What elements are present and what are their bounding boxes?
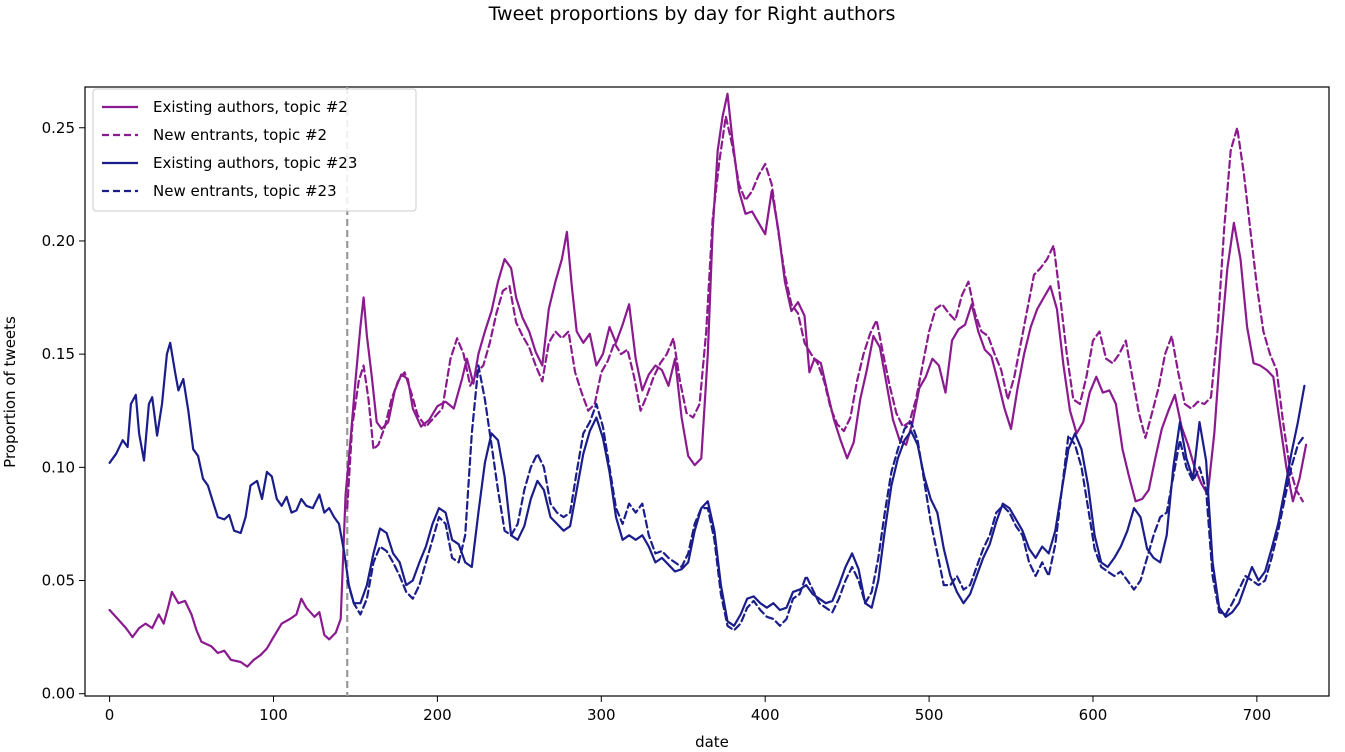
series-line-3 bbox=[108, 341, 1306, 627]
x-tick-label: 500 bbox=[915, 706, 944, 724]
x-tick-label: 0 bbox=[105, 706, 115, 724]
series-line-1 bbox=[108, 92, 1308, 668]
legend: Existing authors, topic #2 New entrants, … bbox=[92, 88, 417, 212]
y-tick-label: 0.20 bbox=[42, 232, 75, 250]
y-axis: 0.00 0.05 0.10 0.15 0.20 0.25 bbox=[42, 119, 85, 703]
x-tick-label: 200 bbox=[423, 706, 452, 724]
series-layer bbox=[108, 92, 1308, 668]
x-axis-label: date bbox=[695, 733, 729, 751]
y-tick-label: 0.10 bbox=[42, 458, 75, 476]
series-line-2 bbox=[346, 115, 1304, 510]
series-line-4 bbox=[346, 364, 1306, 632]
y-tick-label: 0.25 bbox=[42, 119, 75, 137]
x-tick-label: 400 bbox=[751, 706, 780, 724]
x-tick-label: 600 bbox=[1079, 706, 1108, 724]
legend-entry: New entrants, topic #2 bbox=[153, 126, 327, 144]
plot-frame bbox=[84, 86, 1330, 697]
y-tick-label: 0.05 bbox=[42, 572, 75, 590]
x-axis: 0 100 200 300 400 500 600 700 bbox=[105, 696, 1271, 724]
x-tick-label: 300 bbox=[587, 706, 616, 724]
legend-entry: Existing authors, topic #2 bbox=[153, 98, 348, 116]
chart-title: Tweet proportions by day for Right autho… bbox=[488, 3, 896, 25]
x-tick-label: 100 bbox=[259, 706, 288, 724]
y-tick-label: 0.00 bbox=[42, 685, 75, 703]
plot-area bbox=[84, 86, 1330, 697]
y-axis-label: Proportion of tweets bbox=[1, 316, 19, 468]
y-tick-label: 0.15 bbox=[42, 345, 75, 363]
legend-frame bbox=[92, 88, 417, 212]
legend-entry: Existing authors, topic #23 bbox=[153, 154, 357, 172]
legend-entry: New entrants, topic #23 bbox=[153, 182, 337, 200]
x-tick-label: 700 bbox=[1243, 706, 1272, 724]
